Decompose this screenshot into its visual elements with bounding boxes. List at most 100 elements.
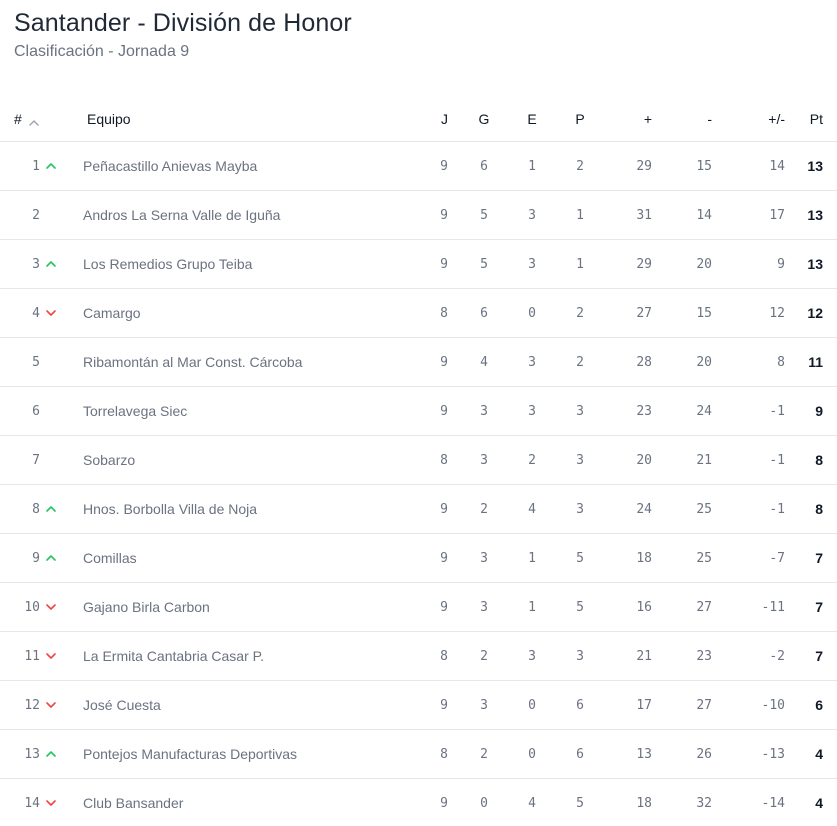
team-name[interactable]: Los Remedios Grupo Teiba bbox=[70, 239, 400, 289]
table-row[interactable]: 12 José Cuesta 9 3 0 6 17 27 -10 6 bbox=[0, 680, 837, 730]
lost-cell: 5 bbox=[556, 582, 604, 632]
points-cell: 8 bbox=[797, 484, 837, 534]
goals-against-cell: 26 bbox=[664, 729, 724, 779]
table-row[interactable]: 5 Ribamontán al Mar Const. Cárcoba 9 4 3 2 28 2… bbox=[0, 337, 837, 387]
drawn-cell: 3 bbox=[508, 190, 556, 240]
points-cell: 6 bbox=[797, 680, 837, 730]
table-row[interactable]: 6 Torrelavega Siec 9 3 3 3 23 24 -1 9 bbox=[0, 386, 837, 436]
table-row[interactable]: 8 Hnos. Borbolla Villa de Noja 9 2 4 3 24 25 -1 8 bbox=[0, 484, 837, 534]
column-header-points[interactable]: Pt bbox=[797, 96, 837, 142]
team-name[interactable]: Club Bansander bbox=[83, 795, 184, 811]
trend-down-icon bbox=[44, 798, 58, 808]
goals-against-cell: 32 bbox=[696, 795, 712, 811]
team-name[interactable]: Hnos. Borbolla Villa de Noja bbox=[70, 484, 400, 534]
trend-up-icon bbox=[44, 749, 58, 759]
goal-difference-cell: -13 bbox=[724, 729, 797, 779]
column-header-j[interactable]: J bbox=[400, 96, 460, 142]
team-name[interactable]: José Cuesta bbox=[70, 680, 400, 730]
column-header-team[interactable]: Equipo bbox=[70, 96, 400, 142]
goals-for-cell: 18 bbox=[604, 533, 664, 583]
points-cell: 13 bbox=[797, 141, 837, 191]
goals-for-cell: 23 bbox=[604, 386, 664, 436]
points-cell: 12 bbox=[797, 288, 837, 338]
team-name[interactable]: Pontejos Manufacturas Deportivas bbox=[70, 729, 400, 779]
column-header-e[interactable]: E bbox=[508, 96, 556, 142]
goals-against-cell: 24 bbox=[664, 386, 724, 436]
drawn-cell: 0 bbox=[508, 680, 556, 730]
lost-cell: 1 bbox=[556, 190, 604, 240]
column-header-rank[interactable]: # bbox=[0, 96, 70, 142]
table-row[interactable]: 1 Peñacastillo Anievas Mayba 9 6 1 2 29 15 14 13 bbox=[0, 141, 837, 191]
column-header-goals-for[interactable]: + bbox=[604, 96, 664, 142]
goals-against-cell: 20 bbox=[664, 337, 724, 387]
table-row[interactable]: 9 Comillas 9 3 1 5 18 25 -7 7 bbox=[0, 533, 837, 583]
table-row[interactable]: 13 Pontejos Manufacturas Deportivas 8 2 0 6 13… bbox=[0, 729, 837, 779]
goal-difference-cell: 17 bbox=[724, 190, 797, 240]
table-row[interactable]: 7 Sobarzo 8 3 2 3 20 21 -1 8 bbox=[0, 435, 837, 485]
drawn-cell: 3 bbox=[508, 239, 556, 289]
played-cell: 9 bbox=[400, 484, 460, 534]
column-header-g[interactable]: G bbox=[460, 96, 508, 142]
goal-difference-cell: 8 bbox=[724, 337, 797, 387]
goals-for-cell: 18 bbox=[636, 795, 652, 811]
goal-difference-cell: -2 bbox=[724, 631, 797, 681]
team-name[interactable]: La Ermita Cantabria Casar P. bbox=[70, 631, 400, 681]
points-cell: 7 bbox=[797, 582, 837, 632]
column-header-goals-against[interactable]: - bbox=[664, 96, 724, 142]
played-cell: 9 bbox=[400, 386, 460, 436]
table-row[interactable]: 10 Gajano Birla Carbon 9 3 1 5 16 27 -11 7 bbox=[0, 582, 837, 632]
rank-number: 3 bbox=[32, 256, 40, 272]
team-name[interactable]: Andros La Serna Valle de Iguña bbox=[70, 190, 400, 240]
rank-cell: 11 bbox=[0, 631, 70, 681]
table-row[interactable]: 14 Club Bansander 9 0 4 5 18 32 -14 4 bbox=[0, 779, 837, 826]
goals-for-cell: 29 bbox=[604, 239, 664, 289]
team-name[interactable]: Camargo bbox=[70, 288, 400, 338]
team-name[interactable]: Sobarzo bbox=[70, 435, 400, 485]
column-header-p[interactable]: P bbox=[556, 96, 604, 142]
drawn-cell: 3 bbox=[508, 337, 556, 387]
table-row[interactable]: 11 La Ermita Cantabria Casar P. 8 2 3 3 21 23 -2… bbox=[0, 631, 837, 681]
table-row[interactable]: 3 Los Remedios Grupo Teiba 9 5 3 1 29 20 9 13 bbox=[0, 239, 837, 289]
table-row[interactable]: 2 Andros La Serna Valle de Iguña 9 5 3 1 31 14 1… bbox=[0, 190, 837, 240]
played-cell: 9 bbox=[400, 337, 460, 387]
rank-cell: 2 bbox=[0, 190, 70, 240]
goal-difference-cell: 12 bbox=[724, 288, 797, 338]
goals-against-cell: 23 bbox=[664, 631, 724, 681]
trend-up-icon bbox=[44, 259, 58, 269]
goals-for-cell: 29 bbox=[604, 141, 664, 191]
trend-up-icon bbox=[44, 161, 58, 171]
goal-difference-cell: -1 bbox=[724, 386, 797, 436]
rank-number: 1 bbox=[32, 158, 40, 174]
won-cell: 3 bbox=[460, 582, 508, 632]
team-name[interactable]: Torrelavega Siec bbox=[70, 386, 400, 436]
goal-difference-cell: -10 bbox=[724, 680, 797, 730]
lost-cell: 6 bbox=[556, 680, 604, 730]
goals-against-cell: 25 bbox=[664, 484, 724, 534]
column-header-goal-difference[interactable]: +/- bbox=[724, 96, 797, 142]
goals-against-cell: 20 bbox=[664, 239, 724, 289]
goals-for-cell: 27 bbox=[604, 288, 664, 338]
drawn-cell: 1 bbox=[508, 582, 556, 632]
sort-ascending-icon[interactable] bbox=[28, 115, 40, 126]
played-cell: 9 bbox=[440, 795, 448, 811]
won-cell: 3 bbox=[460, 533, 508, 583]
points-cell: 9 bbox=[797, 386, 837, 436]
rank-cell: 6 bbox=[0, 386, 70, 436]
drawn-cell: 3 bbox=[508, 631, 556, 681]
rank-cell: 1 bbox=[0, 141, 70, 191]
team-name[interactable]: Gajano Birla Carbon bbox=[70, 582, 400, 632]
points-cell: 11 bbox=[797, 337, 837, 387]
column-header-rank-label: # bbox=[14, 110, 22, 127]
goals-for-cell: 24 bbox=[604, 484, 664, 534]
team-name[interactable]: Comillas bbox=[70, 533, 400, 583]
team-name[interactable]: Ribamontán al Mar Const. Cárcoba bbox=[70, 337, 400, 387]
trend-none-spacer bbox=[44, 406, 58, 416]
lost-cell: 3 bbox=[556, 435, 604, 485]
goal-difference-cell: 9 bbox=[724, 239, 797, 289]
won-cell: 6 bbox=[460, 141, 508, 191]
team-name[interactable]: Peñacastillo Anievas Mayba bbox=[70, 141, 400, 191]
won-cell: 0 bbox=[480, 795, 488, 811]
goal-difference-cell: -1 bbox=[724, 435, 797, 485]
played-cell: 9 bbox=[400, 239, 460, 289]
table-row[interactable]: 4 Camargo 8 6 0 2 27 15 12 12 bbox=[0, 288, 837, 338]
